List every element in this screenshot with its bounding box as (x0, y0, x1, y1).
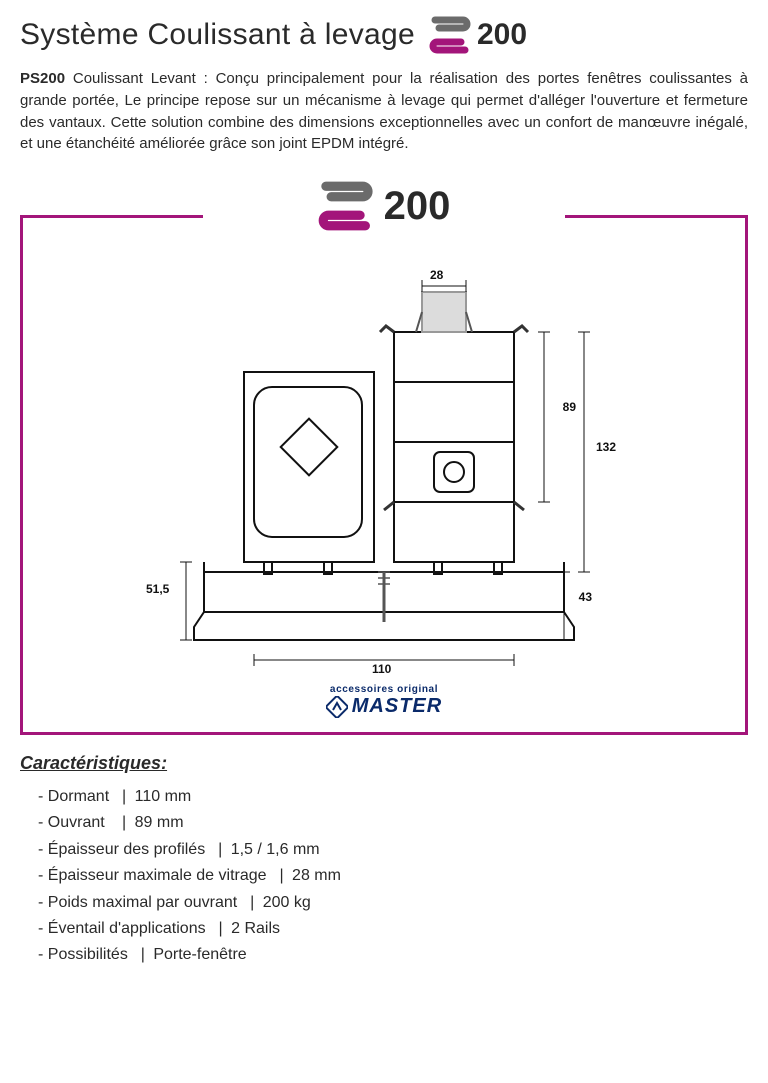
list-item: Épaisseur maximale de vitrage | 28 mm (38, 863, 748, 889)
product-logo: 200 (429, 16, 527, 54)
dim-right-lower: 43 (579, 590, 592, 604)
intro-body: Coulissant Levant : Conçu principalement… (20, 70, 748, 152)
char-value: 110 mm (135, 788, 192, 805)
char-label: Éventail d'applications (48, 920, 206, 937)
dim-left: 51,5 (146, 582, 169, 596)
diagram-header-number: 200 (384, 184, 451, 229)
diagram-header-logo: 200 (304, 181, 465, 231)
list-item: Dormant | 110 mm (38, 784, 748, 810)
char-label: Ouvrant (48, 814, 105, 831)
list-item: Éventail d'applications | 2 Rails (38, 916, 748, 942)
brand-name-row: MASTER (326, 695, 442, 718)
technical-drawing: 28 89 132 43 51,5 110 (134, 272, 634, 672)
separator: | (209, 841, 227, 858)
char-value: 1,5 / 1,6 mm (231, 841, 320, 858)
dim-bottom: 110 (372, 662, 391, 676)
separator: | (241, 894, 259, 911)
characteristics-section: Caractéristiques: Dormant | 110 mm Ouvra… (20, 753, 748, 969)
char-label: Épaisseur maximale de vitrage (48, 867, 267, 884)
characteristics-list: Dormant | 110 mm Ouvrant | 89 mm Épaisse… (20, 784, 748, 969)
characteristics-title: Caractéristiques: (20, 753, 748, 774)
profile-cross-section-icon (134, 272, 634, 672)
char-value: 89 mm (135, 814, 184, 831)
char-value: 200 kg (263, 894, 311, 911)
intro-lead: PS200 (20, 70, 65, 87)
separator: | (132, 946, 150, 963)
char-label: Poids maximal par ouvrant (48, 894, 237, 911)
list-item: Possibilités | Porte-fenêtre (38, 942, 748, 968)
char-value: Porte-fenêtre (153, 946, 246, 963)
product-logo-number: 200 (477, 18, 527, 52)
char-value: 2 Rails (231, 920, 280, 937)
char-label: Possibilités (48, 946, 128, 963)
dim-right-full: 132 (596, 440, 616, 454)
separator: | (113, 788, 131, 805)
separator: | (271, 867, 289, 884)
list-item: Épaisseur des profilés | 1,5 / 1,6 mm (38, 837, 748, 863)
s-bracket-icon (429, 16, 471, 54)
char-value: 28 mm (292, 867, 341, 884)
list-item: Ouvrant | 89 mm (38, 810, 748, 836)
page-title-row: Système Coulissant à levage 200 (20, 16, 748, 54)
brand-name: MASTER (352, 695, 442, 718)
brand-mark-icon (326, 696, 348, 718)
brand-block: accessoires original MASTER (326, 684, 442, 718)
separator: | (210, 920, 228, 937)
s-bracket-icon (318, 181, 374, 231)
brand-tagline: accessoires original (330, 684, 438, 695)
list-item: Poids maximal par ouvrant | 200 kg (38, 890, 748, 916)
dim-top: 28 (430, 268, 443, 282)
intro-paragraph: PS200 Coulissant Levant : Conçu principa… (20, 68, 748, 155)
diagram-frame: 200 (20, 215, 748, 735)
dim-right-upper: 89 (563, 400, 576, 414)
char-label: Épaisseur des profilés (48, 841, 205, 858)
page-title: Système Coulissant à levage (20, 18, 415, 52)
char-label: Dormant (48, 788, 109, 805)
separator: | (109, 814, 131, 831)
